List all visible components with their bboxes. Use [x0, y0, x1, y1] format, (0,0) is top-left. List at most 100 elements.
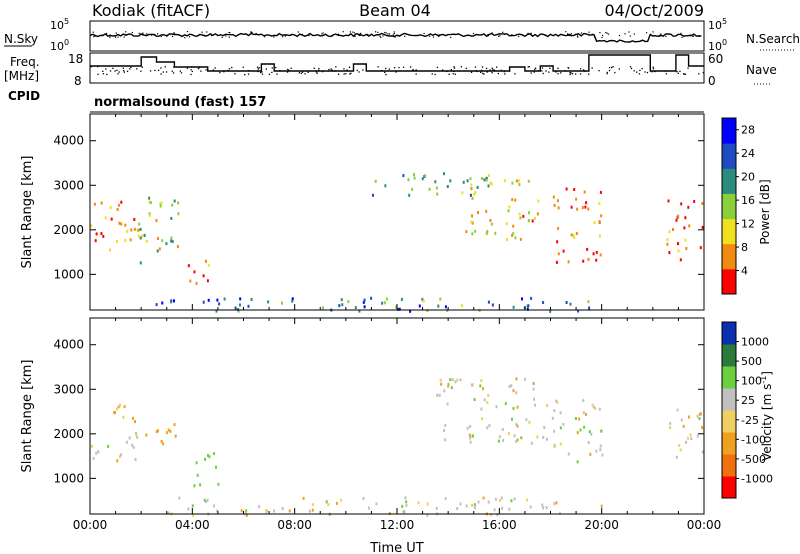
- echo-cell: [170, 300, 173, 304]
- echo-cell: [499, 499, 502, 502]
- echo-cell: [407, 178, 410, 182]
- noise-search-dot: [487, 33, 490, 36]
- echo-cell: [118, 221, 121, 225]
- noise-search-dot: [399, 35, 401, 37]
- nave-dot: [330, 68, 332, 70]
- noise-search-dot: [106, 32, 108, 35]
- nave-dot: [205, 69, 207, 71]
- echo-cell: [487, 300, 490, 304]
- nave-dot: [261, 73, 264, 75]
- nave-dot: [256, 66, 259, 68]
- echo-cell: [437, 304, 440, 308]
- noise-search-dot: [290, 34, 292, 36]
- nave-dot: [242, 66, 244, 68]
- echo-cell: [203, 498, 206, 502]
- echo-cell: [485, 232, 488, 235]
- echo-cell: [469, 177, 472, 181]
- echo-cell: [600, 504, 603, 508]
- nave-dot: [598, 70, 600, 72]
- echo-cell: [193, 484, 196, 488]
- echo-cell: [401, 504, 404, 508]
- echo-cell: [592, 405, 595, 409]
- nave-dot: [460, 66, 462, 68]
- nave-dot: [116, 69, 118, 71]
- echo-cell: [514, 198, 517, 202]
- echo-cell: [696, 414, 699, 418]
- echo-cell: [600, 429, 603, 433]
- x-tick-label: 08:00: [277, 518, 312, 532]
- nave-dot: [415, 69, 417, 71]
- colorbar-frame: [721, 117, 737, 295]
- echo-cell: [417, 501, 420, 505]
- echo-cell: [469, 436, 472, 440]
- echo-cell: [598, 220, 601, 224]
- echo-cell: [585, 413, 588, 416]
- colorbar-tick-label: 8: [741, 241, 748, 254]
- echo-cell: [327, 503, 330, 507]
- colorbar-segment: [722, 322, 736, 345]
- noise-search-dot: [624, 33, 626, 35]
- echo-cell: [237, 309, 240, 313]
- noise-search-dot: [569, 34, 571, 36]
- nave-tick-high: 60: [708, 52, 723, 66]
- echo-cell: [511, 233, 514, 237]
- echo-cell: [206, 279, 209, 283]
- echo-cell: [541, 503, 544, 507]
- noise-search-dot: [251, 31, 253, 34]
- echo-cell: [559, 426, 562, 430]
- echo-cell: [546, 404, 549, 407]
- noise-search-dot: [545, 34, 547, 36]
- echo-cell: [189, 279, 192, 283]
- echo-cell: [530, 296, 533, 300]
- echo-cell: [598, 201, 601, 205]
- nave-dot: [679, 70, 681, 72]
- echo-cell: [193, 270, 196, 274]
- echo-cell: [688, 415, 690, 419]
- nave-dot: [349, 73, 351, 75]
- echo-cell: [291, 297, 294, 301]
- colorbar-tick-label: 20: [741, 171, 755, 184]
- echo-cell: [245, 509, 248, 513]
- echo-cell: [400, 297, 403, 301]
- noise-search-dot: [522, 35, 524, 37]
- echo-cell: [322, 306, 324, 310]
- echo-cell: [155, 303, 158, 307]
- echo-cell: [156, 249, 159, 253]
- nave-dot: [328, 68, 330, 71]
- y-tick-label: 1000: [53, 267, 84, 281]
- echo-cell: [444, 438, 447, 442]
- echo-cell: [582, 399, 585, 403]
- echo-cell: [340, 298, 343, 302]
- noise-search-dot: [249, 33, 251, 35]
- noise-search-dot: [576, 35, 578, 37]
- cpid-text: normalsound (fast) 157: [94, 95, 266, 110]
- echo-cell: [565, 187, 568, 191]
- noise-search-dot: [652, 31, 654, 33]
- nave-dot: [570, 72, 572, 74]
- echo-cell: [165, 242, 168, 246]
- echo-cell: [520, 436, 523, 440]
- nave-dot: [542, 72, 544, 75]
- echo-cell: [599, 190, 602, 194]
- nave-dot: [260, 66, 262, 68]
- nave-dot: [453, 66, 455, 68]
- echo-cell: [677, 242, 679, 246]
- noise-search-dot: [568, 33, 570, 35]
- noise-search-dot: [125, 31, 127, 33]
- nave-dot: [298, 72, 301, 74]
- echo-cell: [148, 212, 151, 216]
- noise-tick-left-high: 105: [50, 17, 69, 32]
- echo-cell: [362, 300, 365, 304]
- echo-cell: [177, 201, 180, 205]
- echo-cell: [447, 383, 450, 386]
- date-title: 04/Oct/2009: [604, 1, 704, 20]
- nave-dot: [409, 66, 412, 68]
- echo-cell: [408, 193, 411, 197]
- noise-search-dot: [423, 32, 425, 35]
- echo-cell: [171, 203, 174, 207]
- echo-cell: [374, 179, 377, 183]
- noise-search-dot: [255, 32, 257, 35]
- echo-cell: [490, 513, 493, 517]
- nave-dot: [450, 70, 452, 72]
- echo-cell: [528, 219, 531, 223]
